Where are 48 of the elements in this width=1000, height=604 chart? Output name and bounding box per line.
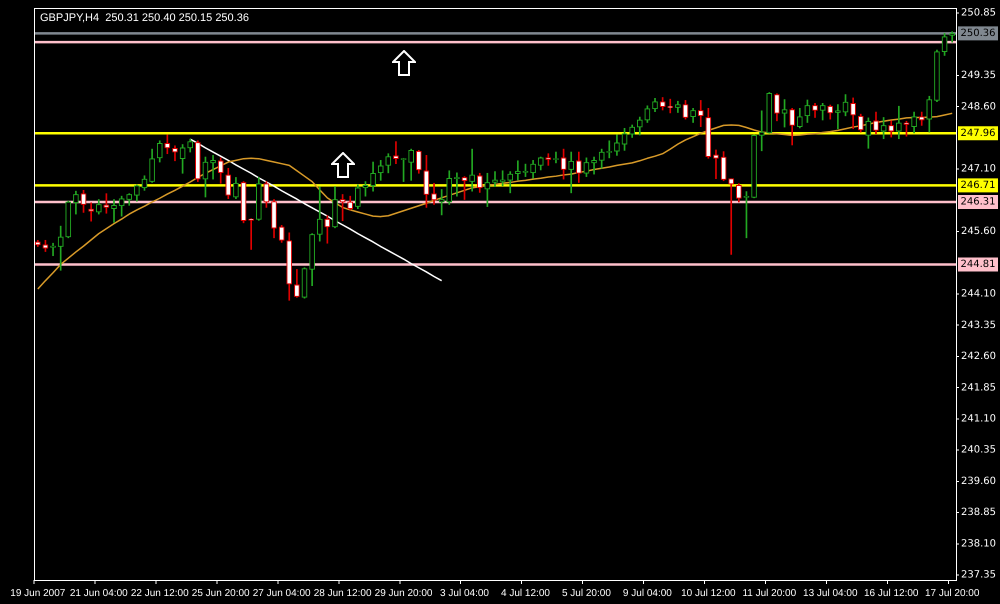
y-tick-label: 249.35 bbox=[961, 70, 996, 82]
candlestick bbox=[362, 181, 368, 196]
ref-line-label: 250.36 bbox=[960, 28, 996, 39]
candlestick bbox=[782, 99, 788, 128]
candlestick bbox=[462, 176, 468, 200]
y-tick-label: 239.60 bbox=[961, 476, 996, 487]
x-tick-label: 11 Jul 20:00 bbox=[742, 588, 797, 599]
y-tick-label: 244.10 bbox=[961, 288, 996, 300]
candlestick bbox=[553, 152, 559, 164]
candlestick bbox=[111, 199, 117, 223]
y-tick-label: 243.35 bbox=[961, 320, 996, 331]
x-tick-label: 4 Jul 12:00 bbox=[501, 588, 550, 599]
candlestick bbox=[400, 158, 406, 182]
y-tick-label: 247.10 bbox=[961, 164, 996, 175]
ref-line-label: 246.31 bbox=[960, 196, 996, 208]
y-tick-label: 250.85 bbox=[961, 8, 996, 19]
y-tick-label: 241.85 bbox=[961, 382, 996, 394]
x-tick-label: 25 Jun 20:00 bbox=[192, 588, 250, 599]
ref-line-label: 247.96 bbox=[960, 128, 996, 139]
y-tick-label: 240.35 bbox=[961, 444, 996, 456]
ref-line-label: 244.81 bbox=[960, 259, 996, 270]
x-tick-label: 29 Jun 20:00 bbox=[374, 588, 433, 599]
x-tick-label: 9 Jul 04:00 bbox=[622, 588, 672, 599]
x-tick-label: 5 Jul 20:00 bbox=[562, 588, 612, 599]
x-tick-label: 13 Jul 04:00 bbox=[803, 588, 858, 599]
x-tick-label: 10 Jul 12:00 bbox=[681, 588, 736, 599]
x-tick-label: 3 Jul 04:00 bbox=[440, 588, 490, 599]
candlestick bbox=[492, 171, 498, 187]
y-tick-label: 248.60 bbox=[961, 101, 996, 112]
candlestick bbox=[210, 155, 216, 180]
candlestick bbox=[591, 156, 597, 174]
chart-title: GBPJPY,H4 250.31 250.40 250.15 250.36 bbox=[40, 12, 249, 24]
x-tick-label: 22 Jun 12:00 bbox=[130, 588, 190, 599]
x-tick-label: 17 Jul 20:00 bbox=[924, 588, 980, 599]
x-tick-label: 27 Jun 04:00 bbox=[252, 588, 311, 599]
x-tick-label: 28 Jun 12:00 bbox=[314, 588, 372, 599]
y-tick-label: 242.60 bbox=[961, 351, 996, 362]
y-tick-label: 238.10 bbox=[961, 538, 996, 550]
candlestick bbox=[713, 150, 719, 180]
y-tick-label: 237.35 bbox=[961, 570, 996, 581]
y-tick-label: 238.85 bbox=[961, 507, 996, 518]
ref-line-label: 246.71 bbox=[960, 180, 996, 191]
x-tick-label: 16 Jul 12:00 bbox=[864, 588, 919, 599]
x-tick-label: 21 Jun 04:00 bbox=[70, 588, 128, 599]
y-tick-label: 245.60 bbox=[961, 226, 996, 238]
candlestick bbox=[393, 141, 399, 164]
x-tick-label: 19 Jun 2007 bbox=[10, 588, 66, 599]
y-tick-label: 241.10 bbox=[961, 413, 996, 424]
